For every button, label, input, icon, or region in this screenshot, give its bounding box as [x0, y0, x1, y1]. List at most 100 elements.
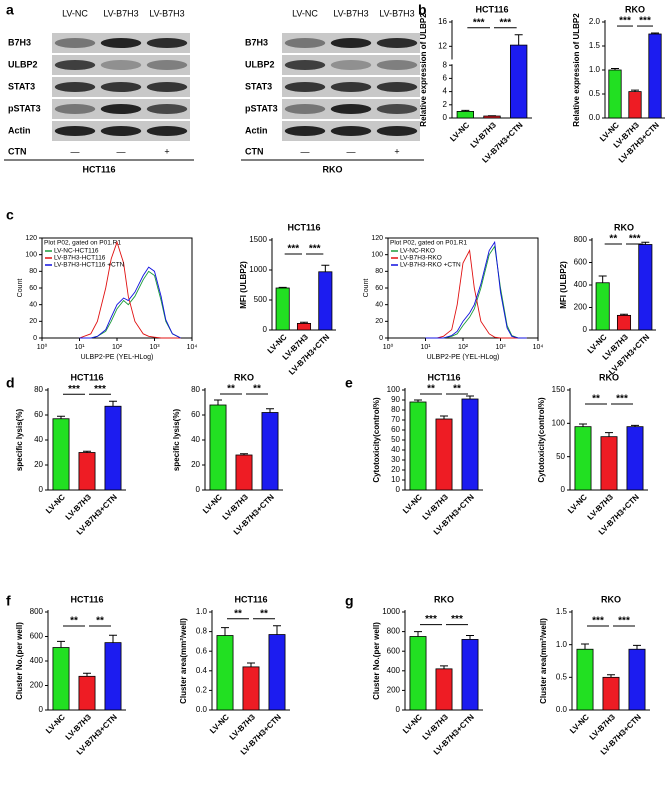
y-tick-label: 20: [391, 465, 400, 474]
protein-label: STAT3: [8, 81, 35, 91]
y-tick-label: 500: [254, 295, 268, 304]
y-tick-label: 1000: [382, 607, 400, 616]
y-axis-label: Cytotoxicity(control%): [537, 397, 546, 483]
chart-title: HCT116: [70, 372, 103, 382]
y-tick-label: 50: [391, 435, 400, 444]
legend-label: LV-B7H3-HCT116: [54, 255, 106, 262]
y-tick-label: 800: [30, 607, 44, 616]
error-bar: [466, 395, 474, 399]
y-tick-label: 60: [191, 410, 200, 419]
error-bar: [300, 321, 308, 324]
y-tick-label: 200: [30, 681, 44, 690]
blot-band: [146, 126, 188, 136]
significance-label: **: [592, 394, 600, 405]
y-tick-label: 30: [391, 455, 400, 464]
error-bar: [414, 631, 422, 637]
bar: [600, 436, 618, 491]
y-tick-label: 0.5: [589, 89, 601, 98]
y-tick-label: 80: [391, 405, 400, 414]
x-tick-label: LV-NC: [44, 492, 67, 515]
y-tick-label: 0.0: [589, 113, 601, 122]
y-tick-label: 1.5: [589, 41, 601, 50]
significance-label: **: [260, 608, 268, 619]
y-tick-label: 0.2: [196, 686, 208, 695]
chart-title: HCT116: [287, 222, 320, 232]
bar: [235, 454, 253, 491]
blot-band: [100, 82, 142, 92]
y-tick-label: 600: [387, 646, 401, 655]
bar: [52, 418, 70, 491]
y-tick-label: 0: [396, 485, 401, 494]
treatment-mark: —: [347, 146, 356, 156]
error-bar: [57, 640, 65, 648]
significance-label: ***: [68, 384, 80, 395]
significance-label: ***: [639, 16, 651, 27]
blot-band: [284, 38, 326, 48]
lane-label: LV-B7H3: [149, 8, 184, 18]
x-tick-label: 10⁴: [533, 344, 544, 351]
blot-band: [330, 126, 372, 136]
x-tick-label: LV-NC: [201, 492, 224, 515]
bar: [435, 668, 453, 711]
significance-label: **: [227, 384, 235, 395]
significance-label: ***: [592, 616, 604, 627]
y-tick-label: 20: [34, 460, 43, 469]
y-tick-label: 400: [30, 656, 44, 665]
error-bar: [611, 68, 619, 70]
x-tick-label: 10²: [458, 344, 469, 351]
bar: [628, 91, 642, 119]
y-axis-label: Count: [363, 279, 370, 298]
y-tick-label: 2.0: [589, 17, 601, 26]
significance-label: ***: [619, 16, 631, 27]
legend-label: LV-NC-HCT116: [54, 248, 99, 255]
y-axis-label: Count: [17, 279, 24, 298]
error-bar: [631, 424, 639, 427]
y-axis-label: Relative expression of ULBP2: [419, 13, 428, 127]
blot-band: [330, 38, 372, 48]
y-tick-label: 50: [556, 452, 565, 461]
blot-band: [54, 126, 96, 136]
y-tick-label: 90: [391, 395, 400, 404]
blot-band: [330, 82, 372, 92]
y-tick-label: 0: [196, 485, 201, 494]
bar: [461, 398, 479, 491]
y-tick-label: 0: [39, 705, 44, 714]
y-tick-label: 40: [34, 435, 43, 444]
x-axis-label: ULBP2-PE (YEL-HLog): [427, 354, 500, 361]
error-bar: [605, 432, 613, 437]
y-tick-label: 0: [379, 335, 383, 342]
error-bar: [321, 264, 330, 272]
y-tick-label: 60: [375, 285, 383, 292]
error-bar: [109, 400, 117, 407]
y-tick-label: 20: [375, 318, 383, 325]
y-tick-label: 70: [391, 415, 400, 424]
blot-band: [146, 104, 188, 114]
blot-band: [376, 104, 418, 114]
significance-label: ***: [616, 394, 628, 405]
y-axis-label: MFI (ULBP2): [239, 261, 248, 309]
y-axis-label: Cluster area(mm²/well): [179, 618, 188, 704]
y-tick-label: 16: [438, 17, 447, 26]
bar: [435, 418, 453, 491]
protein-label: ULBP2: [245, 59, 275, 69]
y-tick-label: 1.5: [556, 607, 568, 616]
bar: [78, 452, 96, 491]
y-tick-label: 1.0: [556, 640, 568, 649]
y-tick-label: 0: [396, 705, 401, 714]
x-tick-label: 10⁴: [187, 344, 198, 351]
y-tick-label: 40: [29, 302, 37, 309]
blot-band: [146, 60, 188, 70]
y-tick-label: 400: [387, 666, 401, 675]
significance-label: ***: [94, 384, 106, 395]
x-tick-label: LV-NC: [448, 120, 471, 143]
y-tick-label: 40: [191, 435, 200, 444]
bar: [216, 635, 234, 711]
histogram-line: [425, 249, 527, 339]
y-tick-label: 120: [371, 235, 383, 242]
y-axis-label: Cluster No.(per well): [15, 622, 24, 700]
error-bar: [214, 399, 222, 405]
plot-title: Plot P02, gated on P01.R1: [44, 240, 121, 247]
blot-band: [100, 104, 142, 114]
blot-band: [146, 82, 188, 92]
lane-label: LV-B7H3: [333, 8, 368, 18]
